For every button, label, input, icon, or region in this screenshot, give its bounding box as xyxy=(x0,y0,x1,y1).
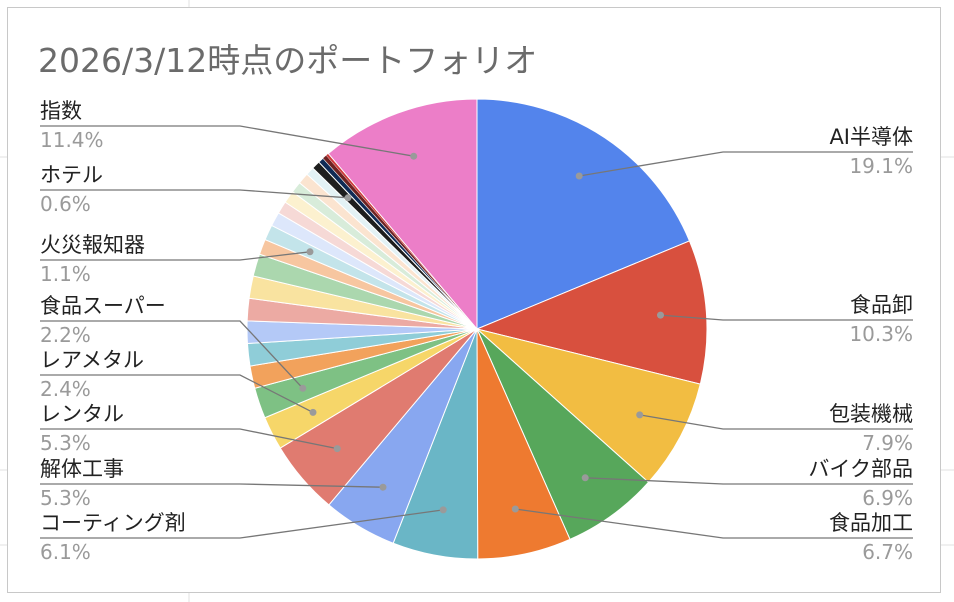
leader-line-火災報知器 xyxy=(40,251,311,261)
leader-dot-指数 xyxy=(410,152,418,160)
slice-label-包装機械: 包装機械 xyxy=(829,402,913,426)
leader-dot-レンタル xyxy=(333,445,341,453)
slice-percent-レアメタル: 2.4% xyxy=(40,377,91,401)
slice-label-AI半導体: AI半導体 xyxy=(829,125,913,149)
slice-label-レンタル: レンタル xyxy=(40,402,124,426)
leader-line-指数 xyxy=(40,125,414,157)
slice-label-食品スーパー: 食品スーパー xyxy=(40,294,166,318)
leader-line-包装機械 xyxy=(639,414,913,430)
leader-line-バイク部品 xyxy=(585,477,913,485)
slice-label-レアメタル: レアメタル xyxy=(40,348,144,372)
slice-label-バイク部品: バイク部品 xyxy=(808,457,913,481)
leader-line-ホテル xyxy=(40,189,349,199)
leader-dot-ホテル xyxy=(344,194,352,202)
pie-chart: AI半導体 19.1% 食品卸 10.3% 包装機械 7.9%バイク部品 6.9%食品加工 6… xyxy=(40,98,913,564)
chart-title: 2026/3/12時点のポートフォリオ xyxy=(38,41,538,80)
leader-dot-バイク部品 xyxy=(581,474,589,482)
leader-dot-食品スーパー xyxy=(299,384,307,392)
slice-percent-指数: 11.4% xyxy=(40,128,104,152)
slice-percent-食品スーパー: 2.2% xyxy=(40,323,91,347)
slice-percent-食品卸: 10.3% xyxy=(849,322,913,346)
slice-percent-解体工事: 5.3% xyxy=(40,486,91,510)
leader-line-解体工事 xyxy=(40,483,384,488)
leader-line-レアメタル xyxy=(40,374,314,413)
slice-percent-コーティング剤: 6.1% xyxy=(40,540,91,564)
slice-label-火災報知器: 火災報知器 xyxy=(40,233,145,257)
pie-slice-指数[interactable] xyxy=(327,98,478,331)
slice-percent-レンタル: 5.3% xyxy=(40,431,91,455)
slice-label-コーティング剤: コーティング剤 xyxy=(40,511,186,535)
slice-label-解体工事: 解体工事 xyxy=(40,457,124,481)
slice-label-指数: 指数 xyxy=(40,99,82,123)
slice-percent-食品加工: 6.7% xyxy=(862,540,913,564)
leader-line-食品卸 xyxy=(660,314,913,321)
slice-percent-火災報知器: 1.1% xyxy=(40,262,91,286)
leader-line-レンタル xyxy=(40,428,338,450)
leader-dot-食品加工 xyxy=(511,505,519,513)
chart-container[interactable]: 2026/3/12時点のポートフォリオ AI半導体 19.1% 食品卸 10.3% 包装… xyxy=(7,7,941,593)
slice-percent-AI半導体: 19.1% xyxy=(849,154,913,178)
leader-dot-レアメタル xyxy=(309,408,317,416)
slice-label-食品加工: 食品加工 xyxy=(829,511,913,535)
leader-dot-コーティング剤 xyxy=(439,506,447,514)
slice-percent-ホテル: 0.6% xyxy=(40,192,91,216)
leader-line-AI半導体 xyxy=(579,151,913,177)
pie-slice-AI半導体[interactable] xyxy=(476,98,691,330)
leader-dot-解体工事 xyxy=(379,483,387,491)
pie-slice-食品卸[interactable] xyxy=(475,240,708,385)
leader-line-食品スーパー xyxy=(40,320,304,389)
leader-line-食品加工 xyxy=(515,508,913,539)
slice-percent-バイク部品: 6.9% xyxy=(862,486,913,510)
slice-label-ホテル: ホテル xyxy=(40,163,103,187)
slice-label-食品卸: 食品卸 xyxy=(850,293,913,317)
leader-dot-火災報知器 xyxy=(306,248,314,256)
leader-line-コーティング剤 xyxy=(40,509,444,539)
leader-dot-包装機械 xyxy=(636,411,644,419)
slice-percent-包装機械: 7.9% xyxy=(862,431,913,455)
leader-dot-食品卸 xyxy=(657,311,664,319)
leader-dot-AI半導体 xyxy=(575,172,583,180)
